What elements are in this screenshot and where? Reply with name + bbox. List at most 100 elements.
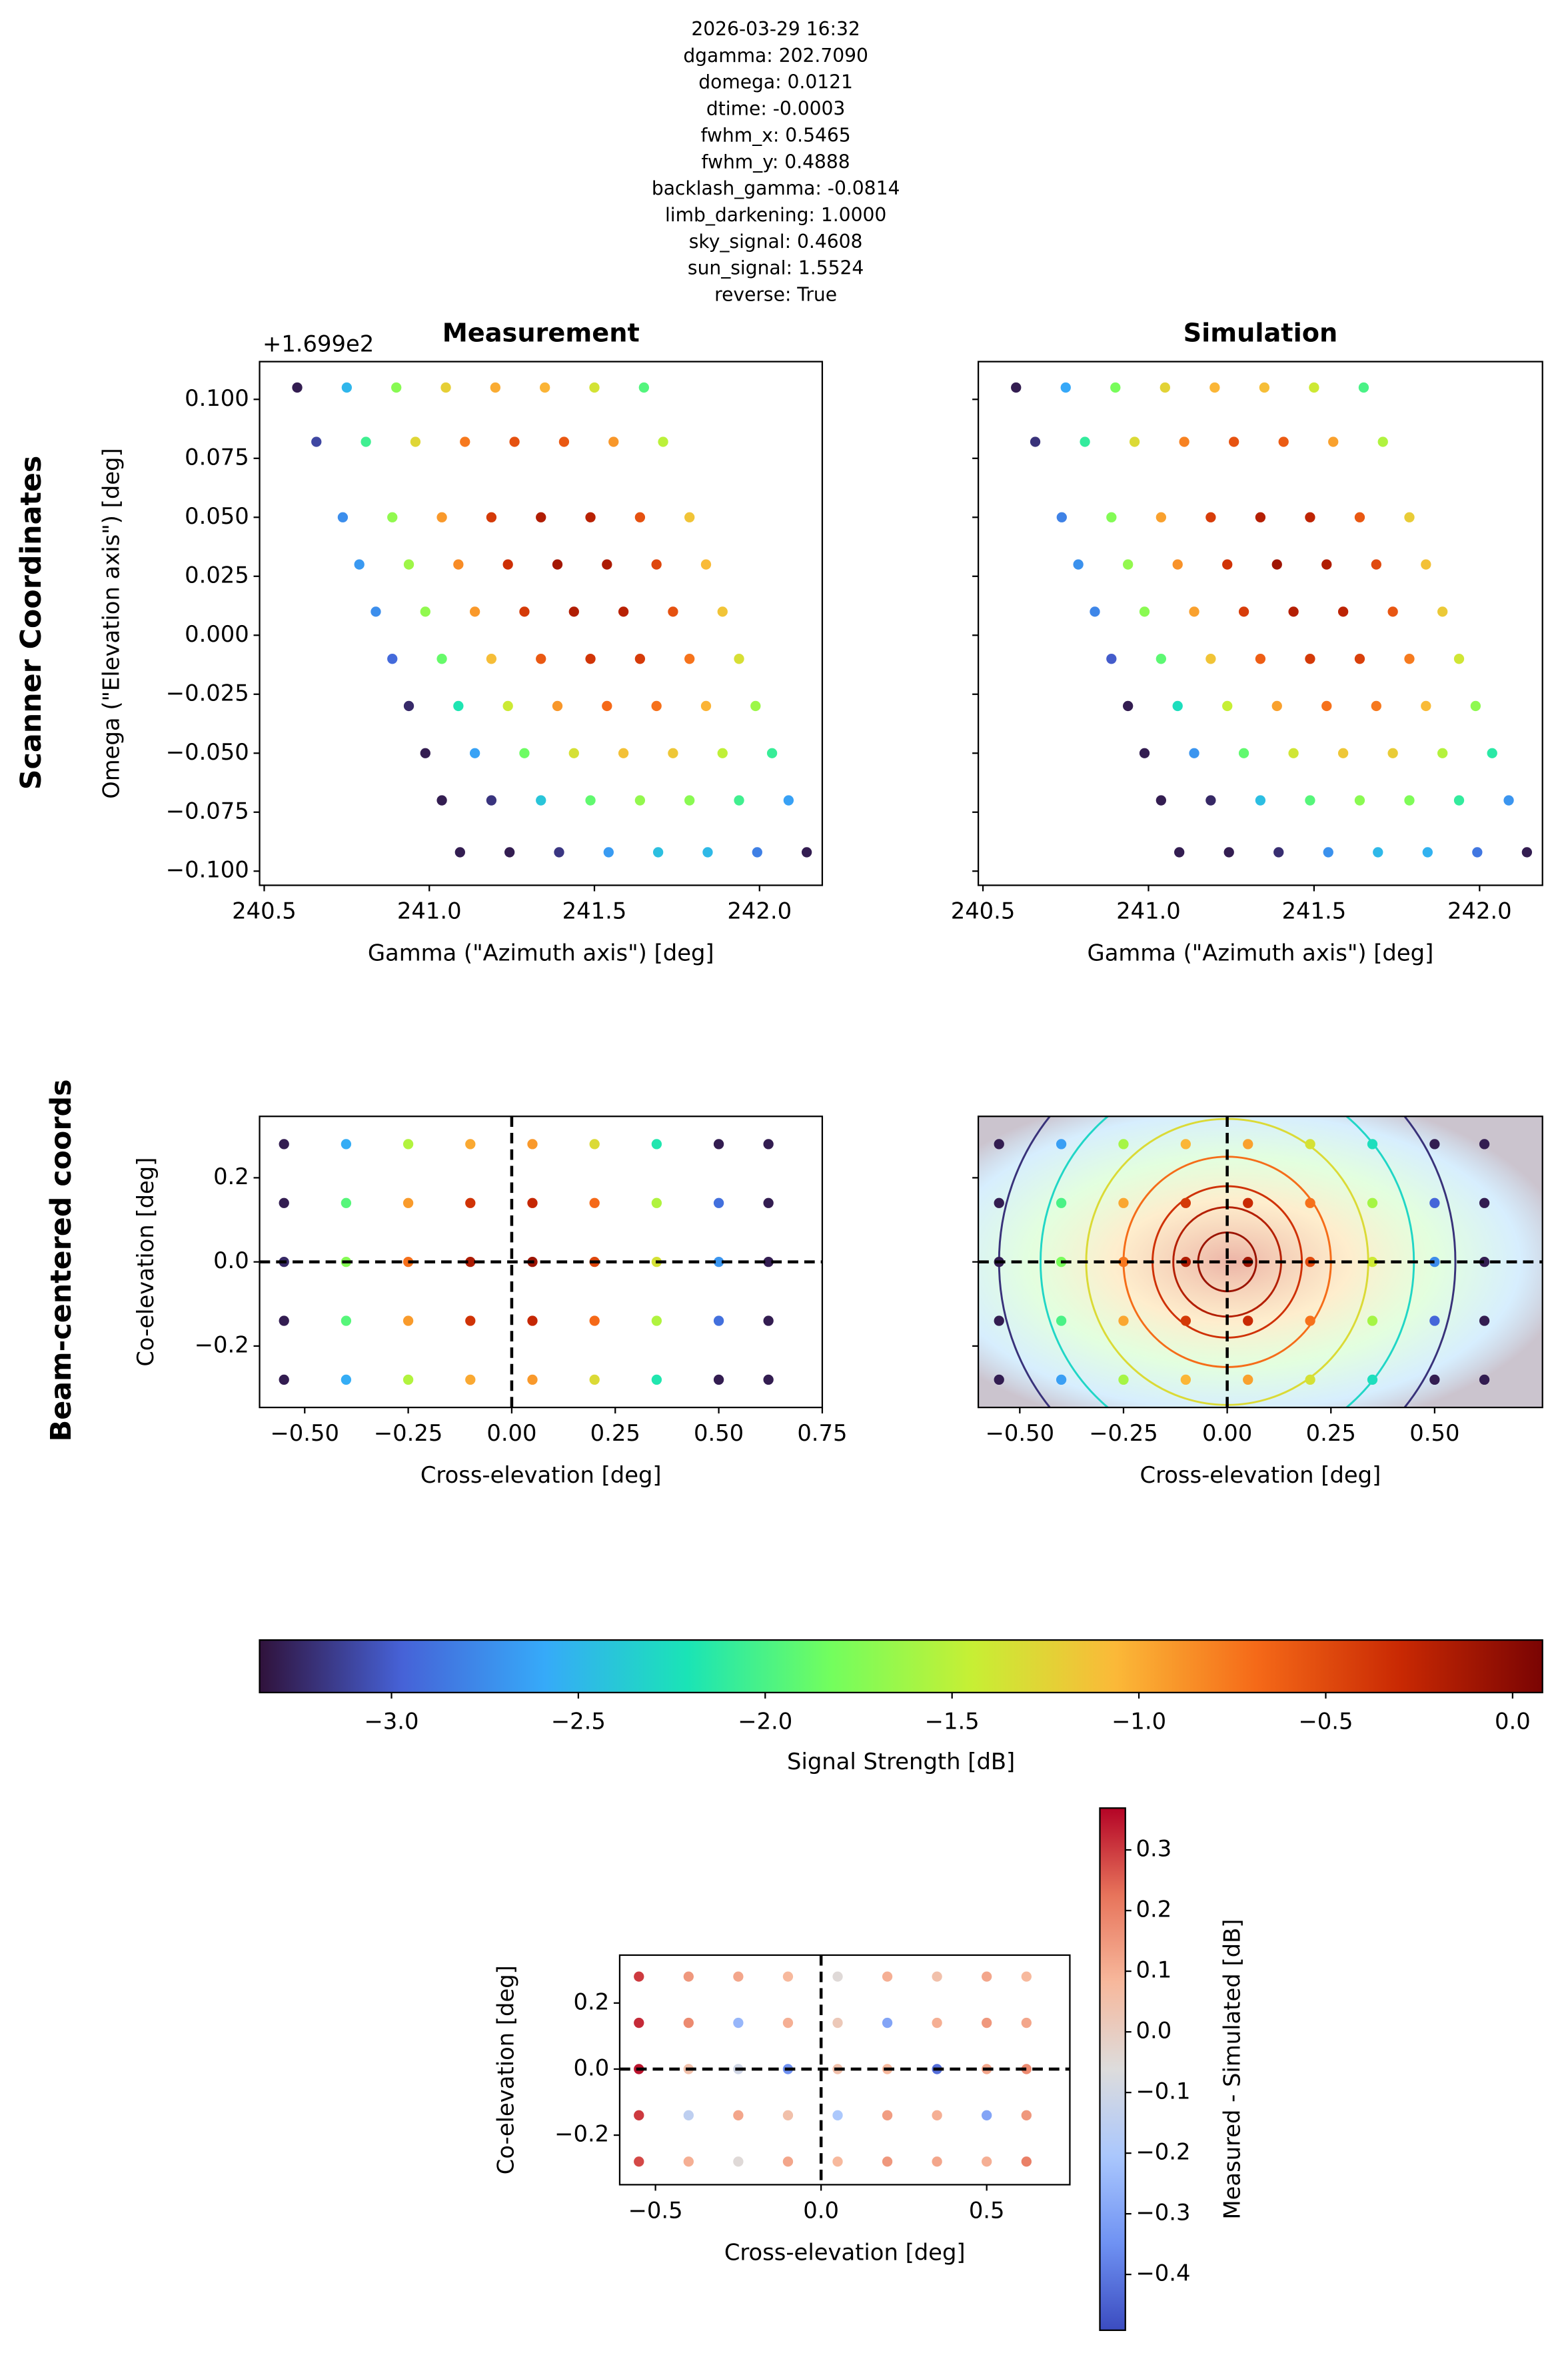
- point: [540, 382, 550, 393]
- point: [1305, 1197, 1315, 1208]
- point: [589, 1197, 600, 1208]
- point: [1305, 512, 1315, 522]
- point: [1278, 436, 1289, 447]
- point: [1367, 1256, 1378, 1267]
- point: [1209, 382, 1220, 393]
- y-tick-label: 0.100: [185, 385, 249, 411]
- point: [1354, 795, 1365, 806]
- point: [589, 382, 600, 393]
- point: [683, 1971, 694, 1982]
- point: [1337, 606, 1349, 617]
- plot-area: [978, 1116, 1543, 1408]
- y-tick-label: 0.025: [185, 562, 249, 588]
- x-tick-label: −0.25: [1089, 1420, 1158, 1446]
- point: [1321, 559, 1332, 570]
- y-tick-label: 0.050: [185, 503, 249, 529]
- colorbar-tick-label: −3.0: [364, 1708, 418, 1734]
- point: [536, 654, 546, 664]
- point: [527, 1139, 538, 1150]
- point: [734, 654, 744, 664]
- point: [403, 559, 414, 570]
- point: [1521, 847, 1533, 858]
- point: [1367, 1139, 1378, 1150]
- colorbar-tick-label: −2.0: [738, 1708, 792, 1734]
- point: [1429, 1139, 1440, 1150]
- point: [1156, 795, 1167, 806]
- point: [1090, 606, 1100, 617]
- point: [552, 559, 563, 570]
- header-line: fwhm_y: 0.4888: [702, 151, 850, 173]
- point: [1437, 748, 1448, 758]
- x-tick-label: 241.0: [397, 898, 462, 924]
- point: [1222, 559, 1233, 570]
- point: [932, 2110, 942, 2120]
- point: [1305, 1139, 1315, 1150]
- point: [684, 512, 695, 522]
- point: [1288, 748, 1299, 758]
- x-tick-label: 240.5: [951, 898, 1016, 924]
- point: [1243, 1374, 1253, 1385]
- point: [341, 382, 353, 393]
- point: [1106, 512, 1117, 522]
- point: [1421, 559, 1431, 570]
- point: [713, 1197, 724, 1208]
- point: [982, 2017, 992, 2028]
- point: [1243, 1139, 1253, 1150]
- point: [1321, 700, 1332, 712]
- point: [1259, 382, 1270, 393]
- point: [1479, 1197, 1490, 1208]
- point: [651, 1315, 662, 1326]
- point: [782, 2017, 794, 2028]
- point: [1437, 606, 1448, 617]
- point: [1243, 1315, 1253, 1326]
- point: [402, 1139, 414, 1150]
- colorbar-frame: [1099, 1807, 1126, 2331]
- point: [994, 1139, 1004, 1150]
- point: [994, 1197, 1004, 1208]
- x-tick-label: −0.5: [628, 2197, 683, 2223]
- colorbar-label: Signal Strength [dB]: [787, 1749, 1015, 1775]
- point: [1172, 559, 1183, 570]
- colorbar-tick-label: −1.0: [1112, 1708, 1166, 1734]
- point: [453, 700, 464, 712]
- point: [341, 1139, 352, 1150]
- point: [634, 795, 646, 806]
- x-tick-label: 0.75: [797, 1420, 847, 1446]
- point: [763, 1139, 774, 1150]
- point: [436, 654, 447, 664]
- point: [1056, 1374, 1067, 1385]
- point: [651, 1197, 662, 1208]
- point: [782, 2110, 794, 2120]
- x-tick-label: 0.5: [969, 2197, 1005, 2223]
- header-line: limb_darkening: 1.0000: [665, 204, 886, 226]
- point: [465, 1374, 476, 1385]
- colorbar-tick-label: −0.5: [1298, 1708, 1353, 1734]
- point: [713, 1374, 724, 1385]
- point: [1255, 654, 1266, 664]
- x-tick-label: 0.50: [694, 1420, 744, 1446]
- colorbar-tick-label: 0.0: [1136, 2018, 1172, 2044]
- point: [832, 2017, 843, 2028]
- colorbar-label: Measured - Simulated [dB]: [1219, 1919, 1245, 2220]
- point: [1229, 436, 1239, 447]
- x-tick-label: 0.00: [486, 1420, 536, 1446]
- x-tick-label: 0.0: [803, 2197, 839, 2223]
- plot-area: [1011, 382, 1533, 858]
- point: [1180, 1374, 1191, 1385]
- point: [1223, 847, 1234, 858]
- plot-area: [619, 1955, 1070, 2185]
- point: [1205, 795, 1216, 806]
- point: [651, 700, 662, 712]
- point: [585, 795, 596, 806]
- point: [341, 1197, 352, 1208]
- x-axis-label: Cross-elevation [deg]: [724, 2240, 966, 2266]
- point: [552, 700, 563, 712]
- point: [465, 1315, 476, 1326]
- point: [403, 700, 414, 712]
- x-tick-label: 240.5: [232, 898, 297, 924]
- point: [713, 1315, 724, 1326]
- point: [766, 748, 778, 758]
- point: [651, 559, 662, 570]
- y-tick-label: −0.100: [166, 857, 249, 883]
